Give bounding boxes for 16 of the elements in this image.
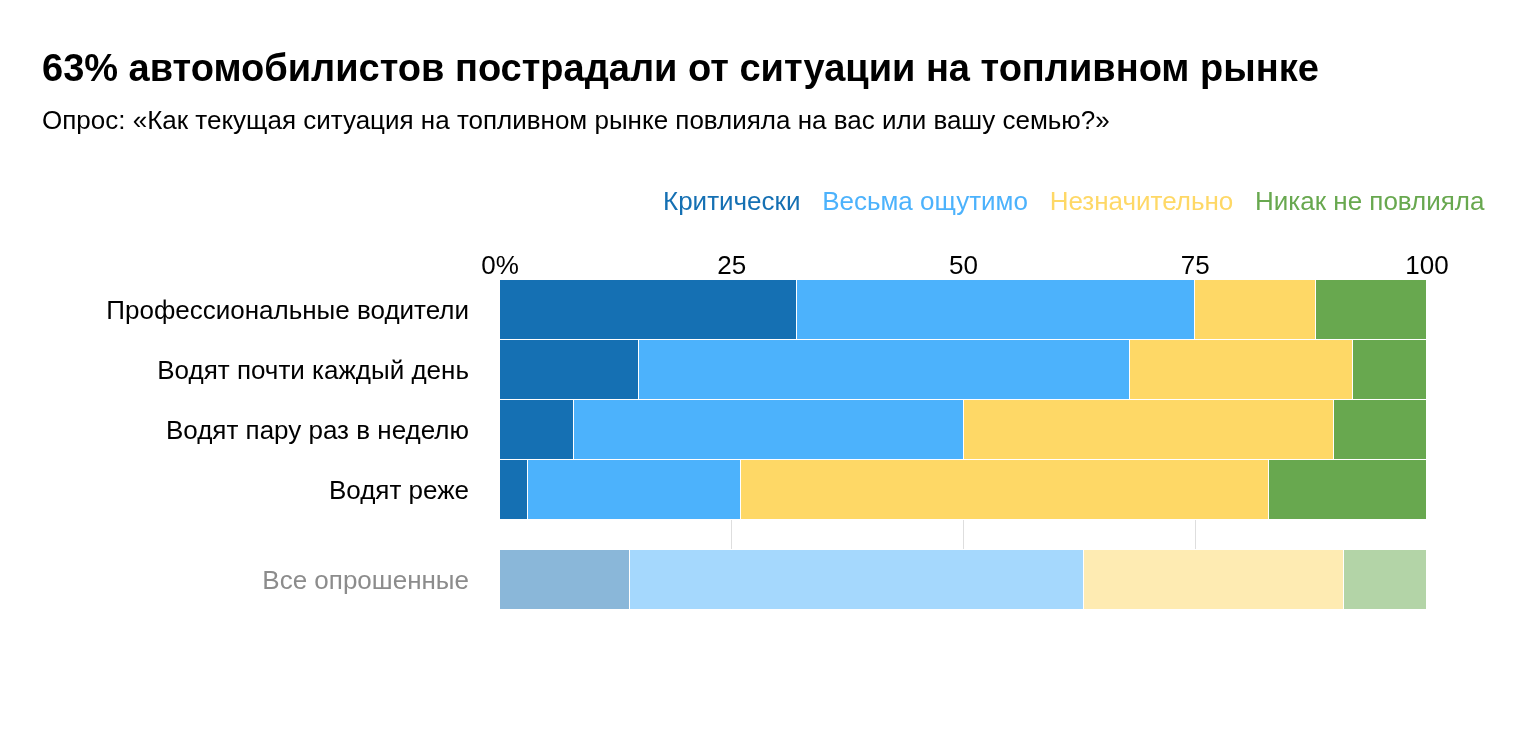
y-tick-label: Водят почти каждый день: [157, 355, 469, 386]
text: Незначительно: [1049, 186, 1234, 216]
x-tick-label: 0%: [481, 249, 519, 280]
x-tick-label: 100: [1405, 249, 1449, 280]
chart-title: 63% автомобилистов пострадали от ситуации на топливном рынке: [42, 47, 1319, 89]
text: Критически: [663, 186, 801, 216]
x-tick-label: 50: [949, 249, 978, 280]
x-tick-label: 25: [717, 249, 747, 280]
x-tick-label: 75: [1180, 249, 1210, 280]
chart-subtitle: Опрос: «Как текущая ситуация на топливном рынке повлияла на вас или вашу семью?»: [42, 105, 1110, 135]
text: Никак не повлияла: [1254, 186, 1486, 216]
y-tick-label: Водят пару раз в неделю: [165, 415, 469, 446]
y-tick-label: Профессиональные водители: [106, 295, 469, 326]
y-tick-label: Все опрошенные: [262, 565, 469, 596]
text: Весьма ощутимо: [822, 186, 1028, 216]
y-tick-label: Водят реже: [328, 475, 469, 506]
